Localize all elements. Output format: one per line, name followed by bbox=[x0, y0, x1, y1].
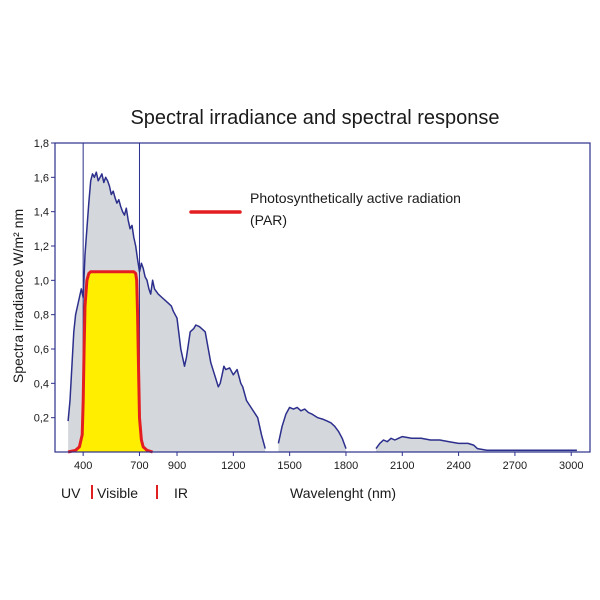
irradiance-line-1 bbox=[277, 406, 347, 449]
x-tick-label: 400 bbox=[74, 460, 92, 472]
region-label-uv: UV bbox=[61, 485, 81, 501]
x-tick-label: 1200 bbox=[221, 460, 245, 472]
irradiance-line-2 bbox=[375, 435, 577, 452]
par-line bbox=[67, 270, 154, 454]
irradiance-line-0 bbox=[67, 171, 266, 449]
legend-label-par-line2: (PAR) bbox=[250, 212, 287, 228]
x-tick-label: 2100 bbox=[390, 460, 414, 472]
y-tick-label: 1,0 bbox=[34, 275, 49, 287]
y-tick-label: 0,4 bbox=[34, 378, 49, 390]
x-tick-label: 2700 bbox=[503, 460, 527, 472]
x-tick-label: 1500 bbox=[277, 460, 301, 472]
y-tick-label: 1,6 bbox=[34, 172, 49, 184]
y-tick-label: 1,2 bbox=[34, 241, 49, 253]
irradiance-area-1 bbox=[278, 407, 346, 452]
x-tick-label: 900 bbox=[168, 460, 186, 472]
par-area bbox=[68, 271, 153, 452]
irradiance-area-2 bbox=[376, 436, 577, 452]
plot-area bbox=[67, 143, 577, 454]
y-tick-label: 1,8 bbox=[34, 138, 49, 150]
y-tick-label: 0,8 bbox=[34, 310, 49, 322]
region-label-ir: IR bbox=[174, 485, 188, 501]
y-tick-label: 0,6 bbox=[34, 344, 49, 356]
x-tick-label: 1800 bbox=[334, 460, 358, 472]
x-tick-label: 2400 bbox=[446, 460, 470, 472]
x-tick-label: 700 bbox=[130, 460, 148, 472]
legend: Photosynthetically active radiation (PAR… bbox=[189, 190, 461, 228]
legend-label-par-line1: Photosynthetically active radiation bbox=[250, 190, 461, 206]
y-tick-label: 1,4 bbox=[34, 207, 49, 219]
axis-ticks: 0,2 0,4 0,6 0,8 1,0 1,2 1,4 1,6 1,8 400 700 900 1200… bbox=[34, 138, 584, 472]
y-axis-label: Spectra irradiance W/m² nm bbox=[10, 209, 26, 383]
wavelength-regions: UV Visible IR bbox=[61, 485, 188, 501]
x-tick-label: 3000 bbox=[559, 460, 583, 472]
x-axis-label: Wavelenght (nm) bbox=[290, 485, 396, 501]
chart-title: Spectral irradiance and spectral respons… bbox=[130, 107, 499, 129]
plot-frame bbox=[54, 142, 591, 453]
y-tick-label: 0,2 bbox=[34, 413, 49, 425]
region-label-visible: Visible bbox=[97, 485, 138, 501]
